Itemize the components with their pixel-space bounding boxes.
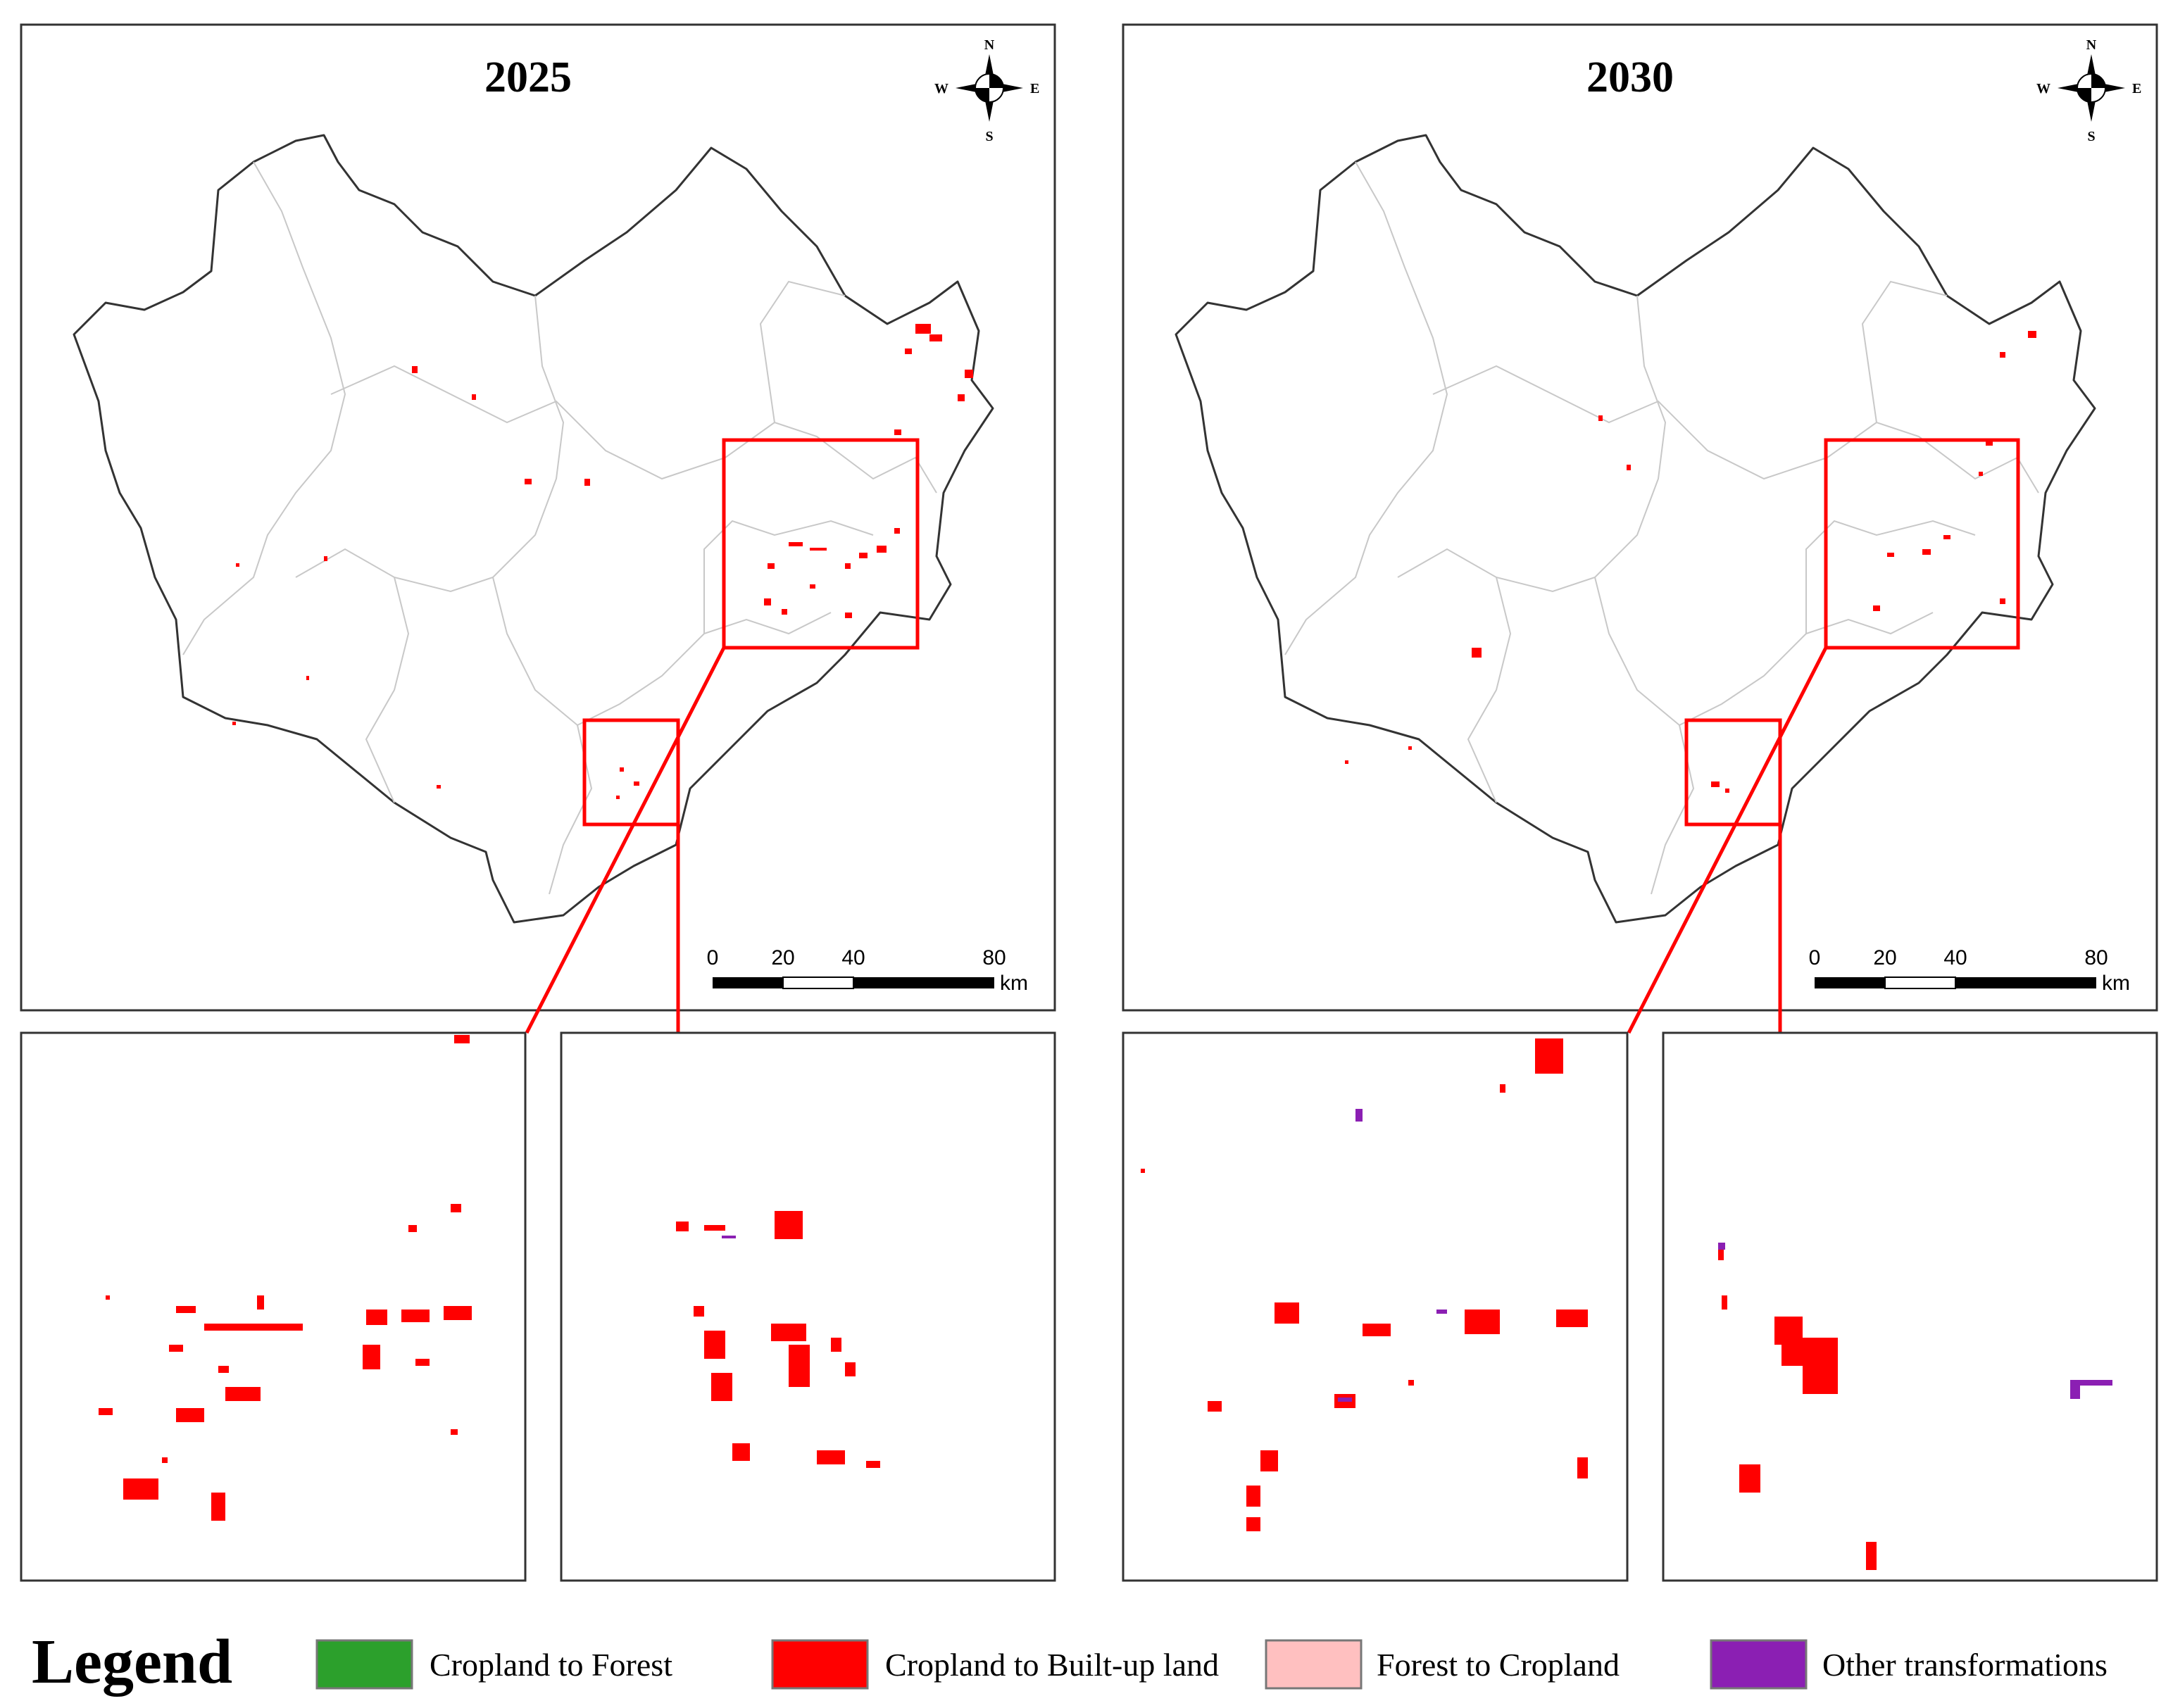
svg-text:km: km	[2102, 972, 2130, 995]
svg-text:0: 0	[1809, 946, 1821, 969]
change-patches	[232, 324, 973, 799]
inset-large-area	[20, 1031, 527, 1582]
svg-text:N: N	[984, 37, 995, 53]
legend: Legend Cropland to Forest Cropland to Bu…	[32, 1627, 2108, 1697]
svg-text:S: S	[2087, 129, 2095, 144]
svg-text:40: 40	[841, 946, 865, 969]
panel-2025: 2025 N S E W	[20, 23, 1056, 1582]
svg-text:80: 80	[982, 946, 1006, 969]
legend-swatch	[771, 1639, 869, 1690]
zoom-boxes	[1627, 438, 2020, 1034]
svg-text:0: 0	[707, 946, 719, 969]
legend-item-other-transformations: Other transformations	[1710, 1639, 2108, 1690]
legend-item-forest-to-cropland: Forest to Cropland	[1265, 1639, 1620, 1690]
svg-text:S: S	[985, 129, 993, 144]
zoom-boxes	[525, 438, 920, 1034]
svg-text:E: E	[2132, 81, 2141, 96]
svg-text:W: W	[934, 81, 948, 96]
panel-2030: 2030 N S E W 0 20	[1122, 23, 2158, 1582]
legend-label: Cropland to Built-up land	[885, 1647, 1219, 1683]
change-patches	[1345, 331, 2036, 793]
inset-large-area	[1122, 1031, 1629, 1582]
svg-text:E: E	[1030, 81, 1039, 96]
legend-swatch	[1710, 1639, 1808, 1690]
legend-item-cropland-to-built-up: Cropland to Built-up land	[771, 1639, 1219, 1690]
svg-text:km: km	[1000, 972, 1028, 995]
compass-icon: N S E W	[2036, 37, 2141, 144]
panel-title: 2025	[484, 54, 572, 101]
svg-text:20: 20	[771, 946, 794, 969]
svg-text:W: W	[2036, 81, 2050, 96]
scale-bar: 0 20 40 80 km	[707, 946, 1028, 995]
legend-label: Other transformations	[1822, 1647, 2108, 1683]
legend-item-cropland-to-forest: Cropland to Forest	[315, 1639, 672, 1690]
compass-icon: N S E W	[934, 37, 1039, 144]
legend-swatch	[1265, 1639, 1363, 1690]
scale-bar: 0 20 40 80 km	[1809, 946, 2130, 995]
svg-text:40: 40	[1943, 946, 1967, 969]
legend-title: Legend	[32, 1627, 232, 1697]
legend-label: Cropland to Forest	[430, 1647, 672, 1683]
legend-swatch	[315, 1639, 413, 1690]
svg-text:20: 20	[1873, 946, 1896, 969]
svg-text:N: N	[2086, 37, 2097, 53]
inset-small-area	[560, 1031, 1056, 1582]
inset-small-area	[1662, 1031, 2158, 1582]
legend-label: Forest to Cropland	[1377, 1647, 1620, 1683]
panel-title: 2030	[1586, 54, 1674, 101]
svg-text:80: 80	[2084, 946, 2108, 969]
